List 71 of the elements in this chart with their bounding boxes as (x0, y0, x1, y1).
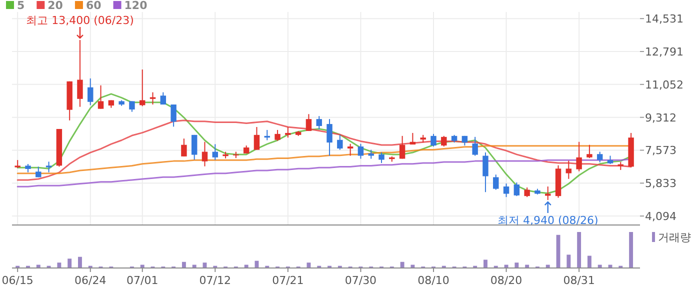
y-tick-label: 7,573 (645, 144, 676, 158)
candlestick (378, 152, 384, 164)
candlestick (566, 160, 572, 180)
y-tick-label: 14,531 (645, 12, 684, 26)
candlestick (46, 161, 52, 173)
bar (306, 262, 311, 268)
candlestick (337, 134, 343, 150)
candlestick (493, 174, 499, 190)
candlestick (441, 135, 447, 147)
candlestick (482, 152, 488, 193)
candlestick (316, 116, 322, 130)
bar (78, 256, 82, 268)
bar (400, 262, 404, 268)
candlestick (347, 143, 354, 156)
candlestick (212, 144, 218, 161)
y-tick-label: 9,312 (645, 111, 676, 124)
candlestick (77, 39, 83, 108)
candlestick (170, 104, 176, 128)
candlestick (399, 135, 406, 160)
x-tick-label: 06/24 (74, 274, 106, 287)
bar (514, 262, 519, 268)
x-tick-label: 07/21 (272, 274, 304, 287)
x-tick-label: 08/10 (418, 274, 450, 287)
legend-label: 5 (17, 0, 25, 12)
legend-label: 20 (48, 0, 64, 12)
candlestick (254, 126, 260, 150)
candlestick (306, 114, 312, 132)
candlestick (358, 143, 364, 160)
bar (629, 232, 634, 268)
candlestick (586, 144, 592, 159)
candlestick (430, 133, 436, 147)
y-tick-label: 4,094 (645, 210, 676, 224)
x-tick-label: 07/30 (344, 274, 377, 287)
legend-label: 120 (124, 0, 148, 12)
bar (484, 260, 488, 268)
x-tick-label: 07/12 (199, 274, 231, 287)
bar (182, 262, 186, 268)
candlestick (274, 129, 280, 142)
candlestick (191, 134, 198, 160)
candlestick (98, 84, 104, 110)
x-tick-label: 08/20 (490, 274, 522, 287)
y-tick-label: 12,791 (645, 46, 684, 59)
candlestick (514, 182, 520, 197)
candlestick (326, 118, 332, 156)
candlestick (576, 141, 582, 172)
legend-label: 60 (86, 0, 102, 12)
candlestick (545, 186, 551, 201)
candlestick (160, 92, 166, 106)
x-tick-label: 06/15 (2, 274, 34, 287)
candlestick (596, 151, 603, 163)
legend-label: 거래량 (658, 231, 691, 244)
annotation: 최저 4,940 (08/26) (497, 214, 598, 228)
bar (566, 254, 571, 268)
candlestick (524, 186, 530, 198)
bar (68, 258, 72, 268)
bar (577, 232, 582, 268)
y-tick-label: 5,833 (645, 177, 676, 190)
bar (57, 262, 62, 268)
candlestick (140, 68, 146, 107)
candlestick (472, 136, 478, 156)
y-tick-label: 11,052 (645, 78, 684, 92)
candlestick (88, 78, 94, 106)
annotation: 최고 13,400 (06/23) (26, 14, 134, 27)
candlestick (285, 126, 291, 138)
candlestick (503, 183, 510, 198)
candlestick (202, 141, 208, 167)
candlestick (129, 100, 135, 112)
candlestick (181, 138, 187, 157)
bar (587, 256, 592, 268)
x-tick-label: 07/01 (126, 274, 158, 287)
x-tick-label: 08/31 (563, 274, 595, 287)
